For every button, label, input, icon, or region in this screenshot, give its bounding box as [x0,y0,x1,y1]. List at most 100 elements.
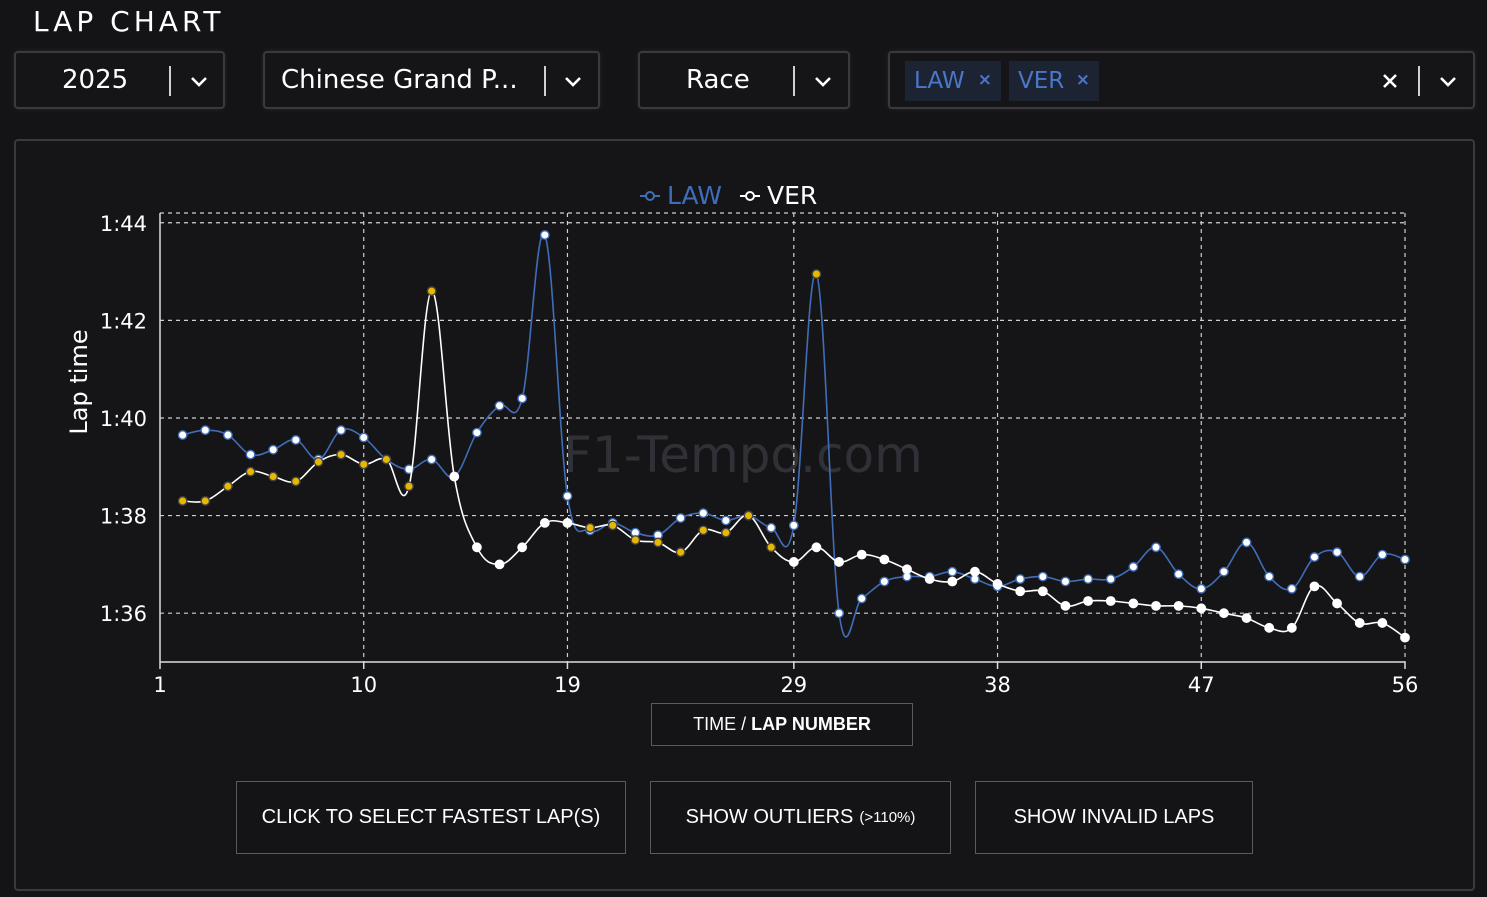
drivers-multiselect[interactable]: LAW × VER × [888,51,1475,109]
data-point [539,230,550,240]
data-point [562,491,573,501]
select-separator [169,66,171,96]
data-point [924,574,935,584]
data-point [449,471,460,482]
data-point [1219,566,1229,577]
data-point [1105,596,1116,606]
data-point [336,449,346,460]
show-invalid-laps-button[interactable]: SHOW INVALID LAPS [975,781,1253,854]
session-value: Race [686,65,750,95]
x-axis-label-button[interactable]: TIME / LAP NUMBER [651,703,913,746]
data-point [970,566,980,577]
data-point [200,496,211,506]
data-point [426,286,437,296]
data-point [223,430,233,440]
page-title: LAP CHART [33,5,225,38]
data-point [1286,622,1297,633]
data-point [811,542,822,553]
data-point [1286,583,1297,594]
data-point [811,269,822,279]
data-point [1196,603,1207,614]
x-tick-label: 1 [153,673,166,697]
session-select[interactable]: Race [638,51,850,109]
data-point [223,481,233,492]
button-label: SHOW INVALID LAPS [1013,806,1215,828]
data-point [1128,561,1139,572]
legend-label: VER [767,181,817,210]
data-point [856,549,867,560]
y-axis-label: Lap time [65,329,93,434]
data-point [268,444,279,455]
y-tick-label: 1:36 [100,602,147,626]
event-select[interactable]: Chinese Grand P... [263,51,600,109]
x-tick-label: 38 [984,673,1011,697]
data-point [1309,552,1320,562]
data-point [1196,583,1207,594]
y-tick-label: 1:42 [100,309,147,333]
y-tick-label: 1:40 [100,407,147,431]
data-point [856,593,867,604]
year-value: 2025 [62,65,129,95]
x-tick-label: 56 [1392,673,1419,697]
select-separator [544,66,546,96]
x-tick-label: 29 [780,673,807,697]
data-point [585,522,595,533]
data-point [1128,598,1139,609]
data-point [245,449,256,460]
data-point [1083,596,1093,606]
data-point [721,527,731,538]
driver-chip-ver: VER × [1009,61,1099,101]
close-icon[interactable] [1381,72,1399,90]
chevron-down-icon[interactable] [560,68,586,94]
data-point [472,427,482,438]
data-point [788,520,799,531]
data-point [630,535,641,545]
data-point [494,559,505,570]
select-fastest-laps-button[interactable]: CLICK TO SELECT FASTEST LAP(S) [236,781,626,854]
data-point [675,547,686,558]
data-point [766,522,777,533]
button-note: (>110%) [859,809,916,826]
x-axis-label-prefix: TIME / [693,714,747,734]
data-point [1083,574,1093,584]
data-point [1309,581,1320,592]
show-outliers-button[interactable]: SHOW OUTLIERS (>110%) [650,781,951,854]
data-point [336,425,346,436]
data-point [1060,600,1071,611]
chevron-down-icon[interactable] [810,68,836,94]
remove-chip-icon[interactable]: × [977,70,992,90]
driver-chip-label: VER [1018,68,1065,94]
data-point [834,557,844,567]
data-point [653,537,663,548]
button-label: SHOW OUTLIERS [685,806,854,828]
data-point [1377,618,1388,628]
legend-label: LAW [667,181,722,210]
data-point [1173,600,1184,611]
data-point [268,471,279,482]
data-point [698,508,709,519]
watermark: F1-Tempo.com [563,426,923,484]
button-label: CLICK TO SELECT FASTEST LAP(S) [261,806,601,828]
data-point [313,457,324,467]
data-point [426,454,437,465]
data-point [177,496,188,506]
data-point [1219,608,1229,619]
data-point [947,576,958,587]
data-point [902,564,912,575]
data-point [1332,598,1342,609]
chevron-down-icon[interactable] [1435,68,1461,94]
data-point [1264,571,1275,582]
data-point [1151,600,1161,611]
remove-chip-icon[interactable]: × [1075,70,1090,90]
x-tick-label: 10 [350,673,377,697]
data-point [1037,571,1048,582]
data-point [1037,586,1048,597]
data-point [788,557,799,567]
data-point [517,542,528,553]
chevron-down-icon[interactable] [186,68,212,94]
data-point [698,525,709,536]
year-select[interactable]: 2025 [14,51,225,109]
data-point [1105,574,1116,584]
legend: LAW VER [640,181,817,210]
